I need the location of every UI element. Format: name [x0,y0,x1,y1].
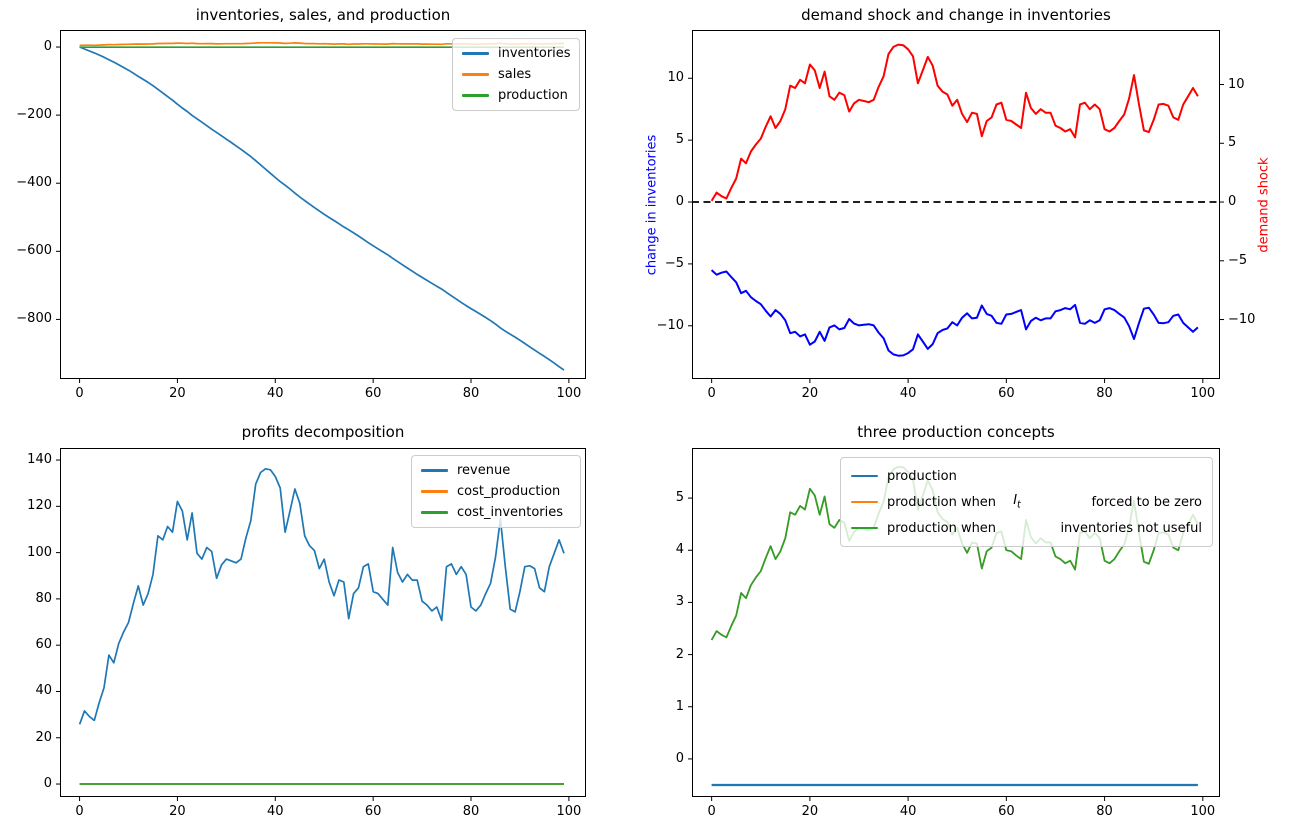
x-tick-label: 20 [169,804,186,819]
legend-label: inventories [498,46,571,61]
y-tick-label: 5 [675,490,684,506]
series-line-change_in_inventories [710,269,1199,357]
subplot-title-profits-decomposition: profits decomposition [241,423,405,441]
legend-math-symbol: It [1013,493,1021,511]
legend-label: sales [498,67,532,82]
axes-spines-demand-shock-change-in-inventories [692,30,1220,379]
legend-label-right: forced to be zero [1091,494,1202,510]
legend-line-swatch [421,511,448,514]
y-tick-label: 60 [35,637,52,653]
x-tick-label: 60 [364,386,382,401]
legend-label: production [498,88,568,103]
series-line-demand_shock [710,43,1199,202]
y-tick-label: 5 [675,132,684,148]
x-tick-label: 0 [75,804,84,819]
axes-spines-profits-decomposition [60,448,586,797]
x-tick-label: 0 [707,804,716,819]
legend-label: revenue [457,463,511,478]
y-right-tick-label: 10 [1228,76,1245,92]
y-tick-label: 80 [35,590,52,606]
y-tick-label: −200 [16,107,52,123]
legend-entry-production-when: production when It forced to be zero [851,489,1202,515]
x-tick-label: 60 [364,804,382,819]
series-line-inventories [79,46,565,371]
y-tick-label: 20 [35,729,52,745]
y-tick-label: −10 [656,317,684,333]
y-tick-label: 3 [675,594,684,610]
legend-label: production [887,468,957,484]
legend-entry-cost-inventories: cost_inventories [421,502,571,523]
y-right-tick-label: 0 [1228,194,1237,210]
legend-line-swatch [462,94,489,97]
subplot-title-demand-shock-change-in-inventories: demand shock and change in inventories [801,6,1111,24]
y-tick-label: 140 [27,452,52,468]
x-tick-label: 60 [998,386,1015,401]
x-tick-label: 20 [169,386,186,401]
x-tick-label: 100 [1190,804,1216,819]
x-tick-label: 100 [556,386,582,401]
legend-entry-revenue: revenue [421,460,571,481]
legend-label: production when [887,494,1001,510]
y-tick-label: 10 [667,70,684,86]
legend-line-swatch [421,490,448,493]
legend-line-swatch [462,52,489,55]
subplot-title-inventories-sales-production: inventories, sales, and production [195,6,451,24]
legend-line-swatch [851,500,878,504]
x-tick-label: 80 [462,386,480,401]
legend-line-swatch [421,469,448,472]
y-tick-label: 2 [675,646,684,662]
legend-label: cost_inventories [457,505,564,520]
axes-spines-inventories-sales-production [60,30,586,379]
legend-inventories-sales-production: inventories sales production [452,38,580,111]
x-tick-label: 40 [899,386,917,401]
x-tick-label: 0 [75,386,84,401]
y-tick-label: 0 [675,194,684,210]
legend-three-production-concepts: production production when It forced to be… [840,457,1213,547]
y-tick-label: 0 [675,750,684,766]
y-tick-label: −400 [16,175,52,191]
y-tick-label: 4 [675,542,684,558]
x-tick-label: 80 [1096,386,1113,401]
y-tick-label: 40 [35,683,52,699]
y-right-tick-label: 5 [1228,135,1237,151]
y-right-tick-label: −5 [1228,252,1248,268]
legend-line-swatch [851,526,878,530]
y-tick-label: −800 [16,311,52,327]
legend-label: production when [887,520,997,536]
y-tick-label: 1 [675,698,684,714]
x-tick-label: 40 [267,804,284,819]
legend-entry-production: production [851,463,1202,489]
x-tick-label: 100 [1190,386,1216,401]
legend-entry-inventories: inventories [462,43,571,64]
x-tick-label: 20 [801,804,819,819]
axes-spines-three-production-concepts [692,448,1220,797]
legend-entry-sales: sales [462,64,570,85]
legend-entry-cost-production: cost_production [421,481,571,502]
x-tick-label: 60 [998,804,1015,819]
series-line-revenue [78,467,565,725]
legend-line-swatch [851,474,878,478]
legend-entry-production: production [462,85,570,106]
y-tick-label: −600 [16,243,52,259]
legend-line-swatch [462,73,489,76]
y-tick-label: 100 [27,544,52,560]
y-tick-label: 0 [43,39,52,55]
y-tick-label: −5 [664,255,684,271]
x-tick-label: 80 [462,804,480,819]
y-tick-label: 0 [43,776,52,792]
y-right-tick-label: −10 [1228,311,1256,327]
legend-entry-production-when: production when inventories not useful [851,515,1202,541]
legend-profits-decomposition: revenue cost_production cost_inventories [411,455,581,528]
y-tick-label: 120 [27,498,52,514]
x-tick-label: 80 [1096,804,1113,819]
legend-label: cost_production [457,484,561,499]
legend-label-right: inventories not useful [1060,520,1202,536]
x-tick-label: 100 [556,804,582,819]
x-tick-label: 20 [801,386,819,401]
subplot-title-three-production-concepts: three production concepts [857,423,1055,441]
x-tick-label: 40 [899,804,917,819]
x-tick-label: 40 [267,386,284,401]
x-tick-label: 0 [707,386,716,401]
